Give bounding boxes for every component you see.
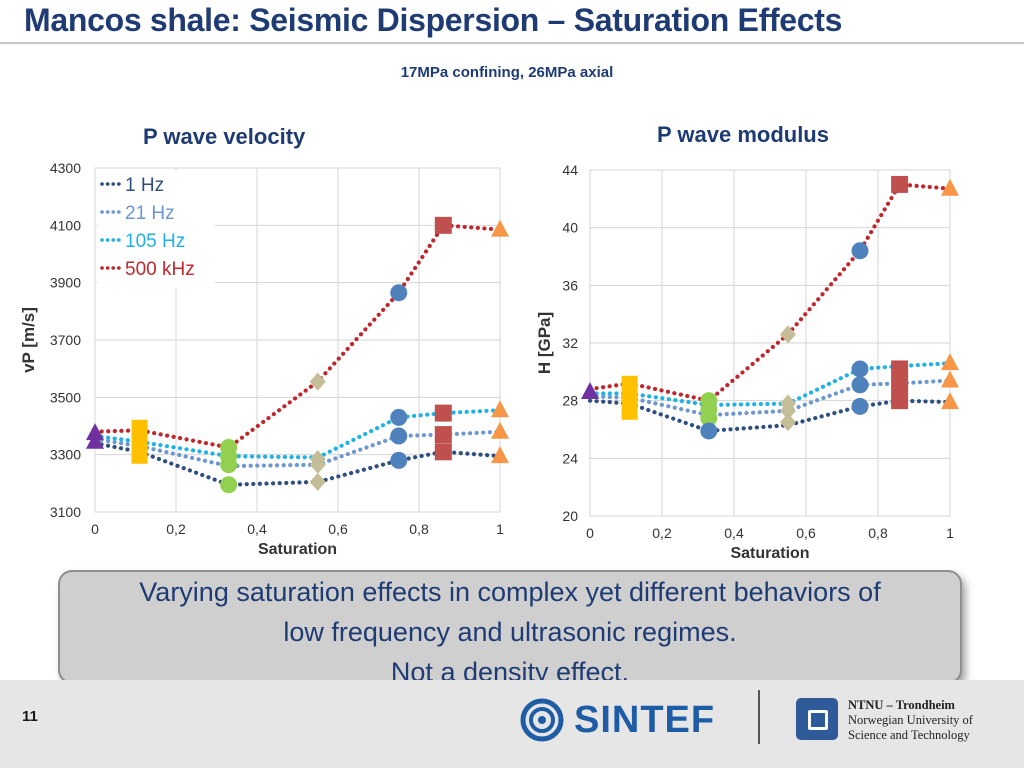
- y-tick-label: 32: [562, 335, 578, 351]
- x-tick-label: 0,4: [724, 525, 744, 541]
- data-marker-circle: [220, 456, 238, 474]
- data-marker-square: [434, 426, 452, 444]
- legend-label: 500 kHz: [125, 259, 195, 280]
- data-marker-diamond: [309, 372, 326, 391]
- data-marker-diamond: [780, 413, 796, 432]
- data-marker-square: [434, 404, 452, 422]
- y-tick-label: 36: [562, 277, 578, 293]
- data-marker-circle: [390, 427, 408, 445]
- data-marker-diamond: [309, 472, 326, 491]
- data-marker-circle: [851, 397, 869, 415]
- data-marker-triangle: [941, 370, 959, 388]
- ntnu-line-1: NTNU – Trondheim: [848, 698, 955, 712]
- y-tick-label: 3700: [50, 332, 81, 348]
- y-tick-label: 40: [562, 220, 578, 236]
- data-marker-bar: [621, 375, 638, 420]
- x-tick-label: 1: [946, 525, 954, 541]
- conclusion-callout: Varying saturation effects in complex ye…: [58, 570, 962, 687]
- legend-label: 21 Hz: [125, 203, 175, 224]
- data-marker-circle: [390, 451, 408, 469]
- ntnu-line-2: Norwegian University of: [848, 713, 973, 727]
- data-marker-triangle: [491, 400, 509, 418]
- footer-bar: [0, 680, 1024, 768]
- callout-line-1: Varying saturation effects in complex ye…: [139, 577, 881, 607]
- y-tick-label: 3300: [50, 447, 81, 463]
- sintef-swirl-icon: [520, 698, 564, 742]
- callout-line-2: low frequency and ultrasonic regimes.: [283, 617, 737, 647]
- data-marker-triangle: [86, 423, 104, 441]
- data-marker-triangle: [86, 431, 104, 449]
- x-tick-label: 1: [496, 521, 504, 537]
- sintef-logo: SINTEF: [520, 696, 715, 744]
- x-tick-label: 0,4: [247, 521, 267, 537]
- data-marker-diamond: [309, 455, 326, 474]
- x-axis-title: Saturation: [258, 541, 337, 558]
- data-marker-square: [891, 175, 909, 193]
- data-marker-triangle: [941, 353, 959, 371]
- data-marker-triangle: [581, 382, 599, 400]
- data-marker-triangle: [941, 392, 959, 410]
- x-tick-label: 0,2: [652, 525, 672, 541]
- data-marker-circle: [220, 476, 238, 494]
- y-axis-title: vP [m/s]: [19, 307, 38, 373]
- page-number: 11: [22, 708, 38, 725]
- y-tick-label: 44: [562, 162, 578, 178]
- data-marker-circle: [851, 376, 869, 394]
- legend-box: [97, 170, 215, 288]
- slide-subtitle: 17MPa confining, 26MPa axial: [400, 64, 614, 81]
- y-tick-label: 20: [562, 508, 578, 524]
- data-marker-circle: [700, 422, 718, 440]
- slide-title: Mancos shale: Seismic Dispersion – Satur…: [24, 2, 843, 38]
- data-marker-bar: [131, 419, 148, 464]
- legend-label: 105 Hz: [125, 231, 185, 252]
- ntnu-line-3: Science and Technology: [848, 728, 970, 742]
- ntnu-label: NTNU – Trondheim Norwegian University of…: [848, 698, 973, 743]
- data-marker-diamond: [780, 401, 796, 420]
- data-marker-square: [434, 443, 452, 461]
- x-tick-label: 0: [91, 521, 99, 537]
- data-marker-circle: [390, 284, 408, 302]
- legend-label: 1 Hz: [125, 175, 164, 196]
- data-marker-circle: [851, 360, 869, 378]
- x-tick-label: 0,8: [868, 525, 888, 541]
- data-marker-square: [891, 360, 909, 378]
- x-tick-label: 0,2: [166, 521, 186, 537]
- modulus-chart-title: P wave modulus: [657, 122, 829, 147]
- y-tick-label: 3100: [50, 504, 81, 520]
- y-tick-label: 3900: [50, 275, 81, 291]
- data-marker-circle: [390, 408, 408, 426]
- logo-divider: [758, 690, 760, 744]
- velocity-chart-title: P wave velocity: [143, 124, 306, 149]
- x-tick-label: 0: [586, 525, 594, 541]
- ntnu-logo-icon: [796, 698, 838, 740]
- modulus-chart: 0 0,2 0,4 0,6 0,8 1 20 24 28 32 36 40 44 Saturation H …: [535, 162, 959, 562]
- data-marker-circle: [700, 409, 718, 427]
- data-marker-square: [434, 216, 452, 234]
- x-tick-label: 0,6: [328, 521, 348, 537]
- y-tick-label: 4300: [50, 160, 81, 176]
- y-tick-label: 24: [562, 450, 578, 466]
- sintef-label: SINTEF: [574, 698, 716, 741]
- data-marker-triangle: [491, 446, 509, 464]
- x-tick-label: 0,8: [409, 521, 429, 537]
- data-marker-triangle: [941, 178, 959, 196]
- data-marker-diamond: [780, 325, 796, 344]
- data-marker-square: [891, 376, 909, 394]
- y-tick-label: 28: [562, 393, 578, 409]
- x-axis-title: Saturation: [730, 545, 809, 562]
- y-tick-label: 3500: [50, 389, 81, 405]
- data-marker-circle: [851, 242, 869, 260]
- data-marker-square: [891, 392, 909, 410]
- x-tick-label: 0,6: [796, 525, 816, 541]
- y-axis-title: H [GPa]: [535, 312, 554, 374]
- data-marker-triangle: [491, 421, 509, 439]
- y-tick-label: 4100: [50, 217, 81, 233]
- data-marker-triangle: [491, 219, 509, 237]
- velocity-chart: 0 0,2 0,4 0,6 0,8 1 3100 3300 3500 3700 3900 4100 43…: [19, 160, 509, 558]
- title-divider: [0, 42, 1024, 44]
